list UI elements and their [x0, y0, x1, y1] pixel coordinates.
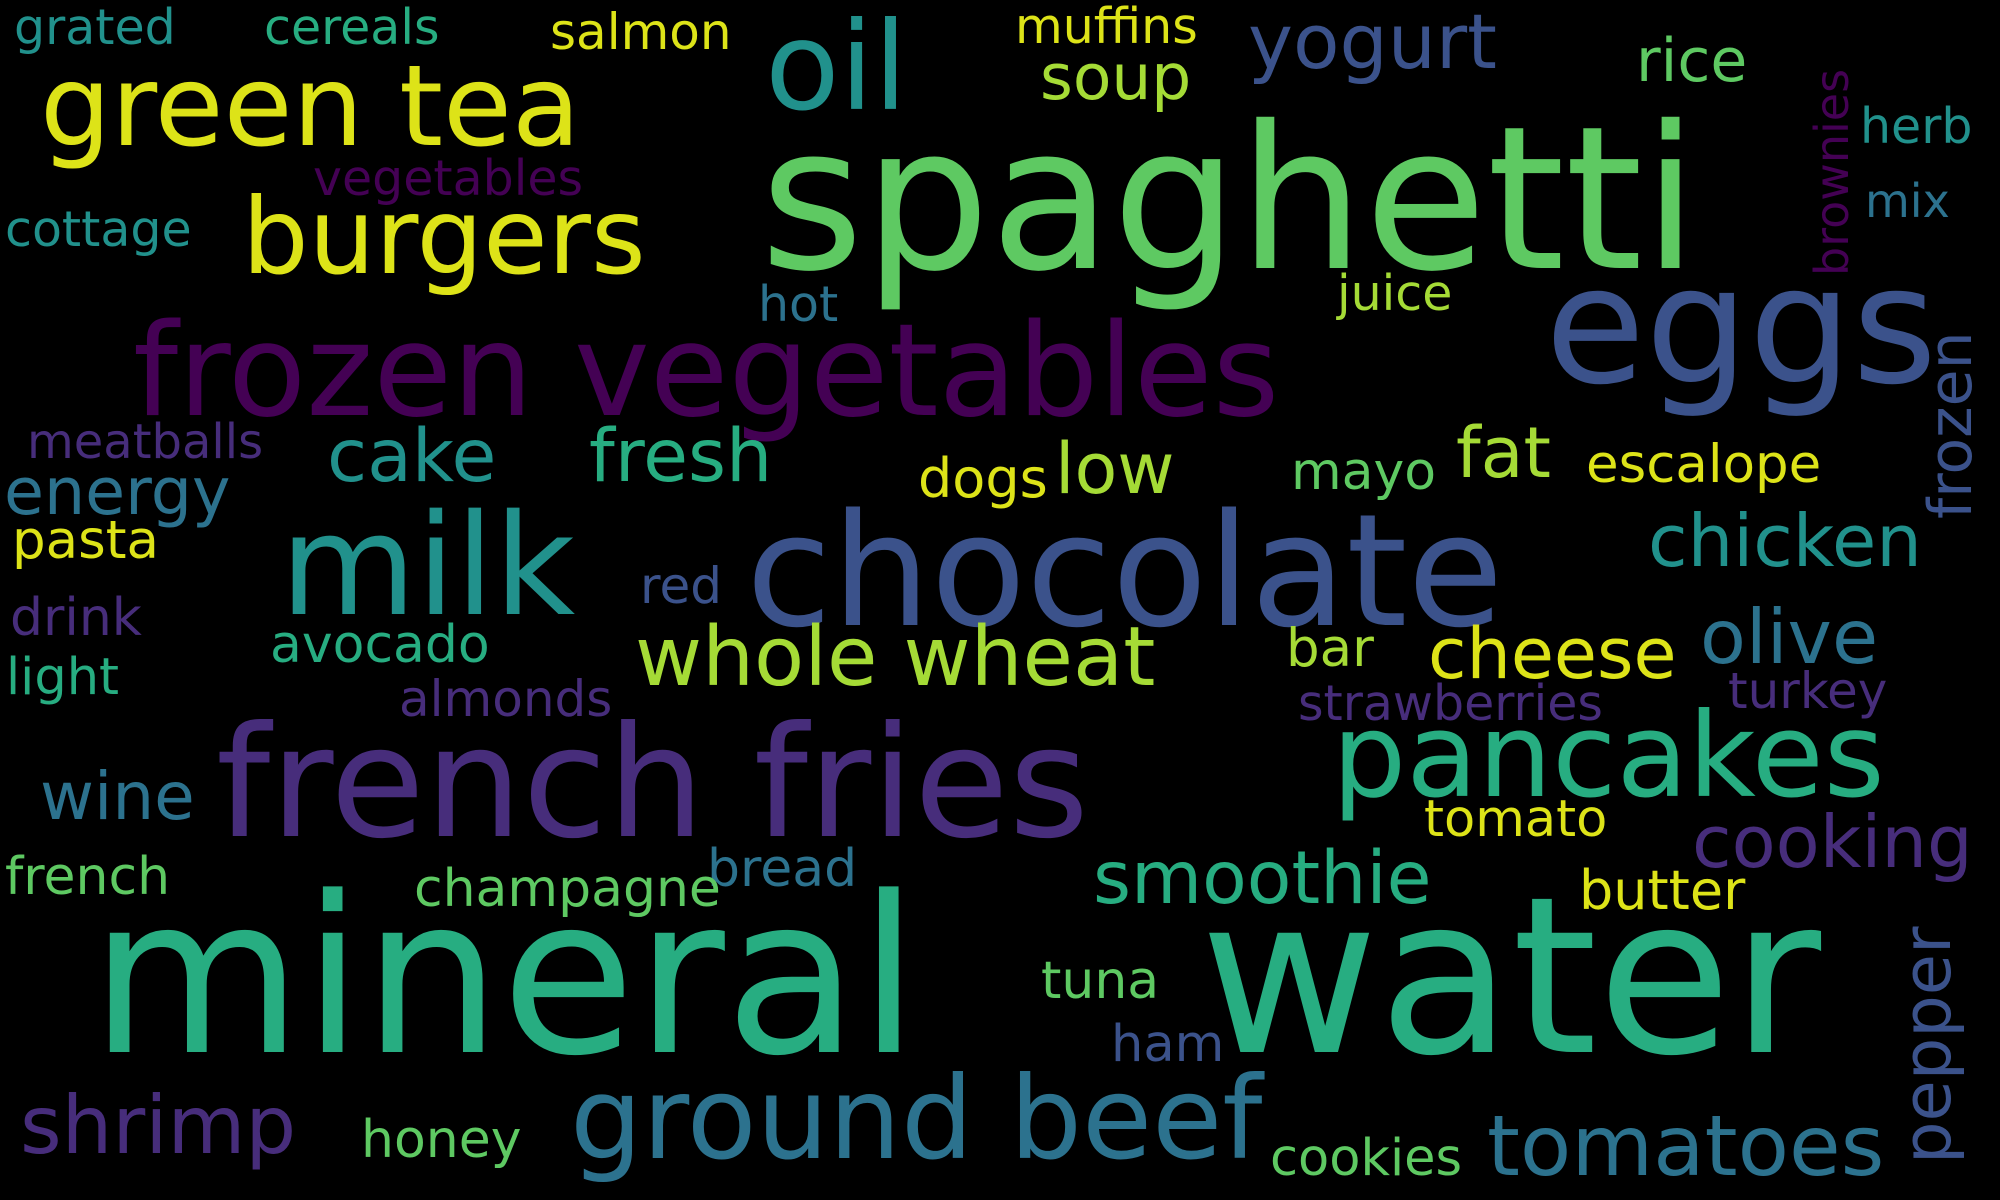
word-butter: butter: [1579, 859, 1746, 922]
word-cooking: cooking: [1692, 800, 1973, 884]
word-juice: juice: [1337, 265, 1453, 322]
word-spaghetti: spaghetti: [760, 83, 1699, 315]
word-olive: olive: [1700, 593, 1879, 681]
word-hot: hot: [758, 276, 839, 333]
word-pasta: pasta: [12, 510, 159, 571]
word-energy: energy: [4, 455, 231, 530]
word-bar: bar: [1286, 618, 1374, 679]
word-salmon: salmon: [550, 3, 732, 61]
word-mayo: mayo: [1291, 442, 1437, 502]
word-oil: oil: [765, 0, 908, 138]
word-tomato: tomato: [1424, 790, 1608, 849]
word-mix: mix: [1865, 174, 1950, 228]
word-pepper: pepper: [1888, 926, 1966, 1164]
word-grated: grated: [14, 0, 176, 56]
word-cereals: cereals: [264, 0, 440, 56]
word-wine: wine: [40, 758, 195, 835]
word-chicken: chicken: [1648, 499, 1922, 583]
word-green-tea: green tea: [40, 42, 581, 172]
word-french: french: [5, 847, 171, 907]
word-mineral: mineral: [90, 851, 919, 1104]
word-dogs: dogs: [918, 447, 1048, 510]
word-turkey: turkey: [1728, 662, 1888, 720]
word-pancakes: pancakes: [1332, 687, 1885, 824]
word-fresh: fresh: [589, 414, 773, 499]
word-bread: bread: [707, 839, 858, 899]
word-chocolate: chocolate: [746, 480, 1504, 662]
word-burgers: burgers: [242, 176, 646, 298]
word-champagne: champagne: [414, 859, 721, 919]
word-tomatoes: tomatoes: [1487, 1097, 1885, 1195]
word-cake: cake: [327, 414, 497, 499]
word-frozen: frozen: [1916, 331, 1986, 519]
word-ground-beef: ground beef: [570, 1052, 1263, 1185]
word-frozen-vegetables: frozen vegetables: [133, 297, 1280, 446]
word-water: water: [1200, 851, 1822, 1104]
word-eggs: eggs: [1545, 232, 1938, 421]
word-escalope: escalope: [1586, 434, 1822, 495]
word-avocado: avocado: [270, 615, 490, 675]
word-tuna: tuna: [1041, 951, 1160, 1011]
word-meatballs: meatballs: [27, 414, 264, 470]
word-red: red: [640, 557, 722, 615]
word-cheese: cheese: [1428, 613, 1677, 695]
word-light: light: [6, 648, 120, 707]
word-rice: rice: [1636, 26, 1748, 96]
word-drink: drink: [10, 588, 142, 648]
word-cookies: cookies: [1270, 1129, 1463, 1188]
word-herb: herb: [1860, 98, 1973, 155]
word-low: low: [1055, 428, 1175, 510]
word-yogurt: yogurt: [1248, 0, 1497, 86]
word-muffins: muffins: [1015, 0, 1198, 55]
word-strawberries: strawberries: [1298, 675, 1603, 732]
word-fat: fat: [1456, 412, 1551, 494]
word-french-fries: french fries: [216, 694, 1090, 873]
word-vegetables: vegetables: [313, 150, 584, 207]
word-cottage: cottage: [5, 201, 192, 258]
word-whole-wheat: whole wheat: [635, 610, 1156, 705]
word-almonds: almonds: [399, 670, 613, 728]
word-ham: ham: [1111, 1015, 1225, 1074]
word-soup: soup: [1040, 41, 1192, 114]
word-smoothie: smoothie: [1093, 836, 1432, 921]
word-milk: milk: [280, 485, 576, 648]
word-honey: honey: [361, 1110, 522, 1170]
word-shrimp: shrimp: [20, 1079, 297, 1172]
